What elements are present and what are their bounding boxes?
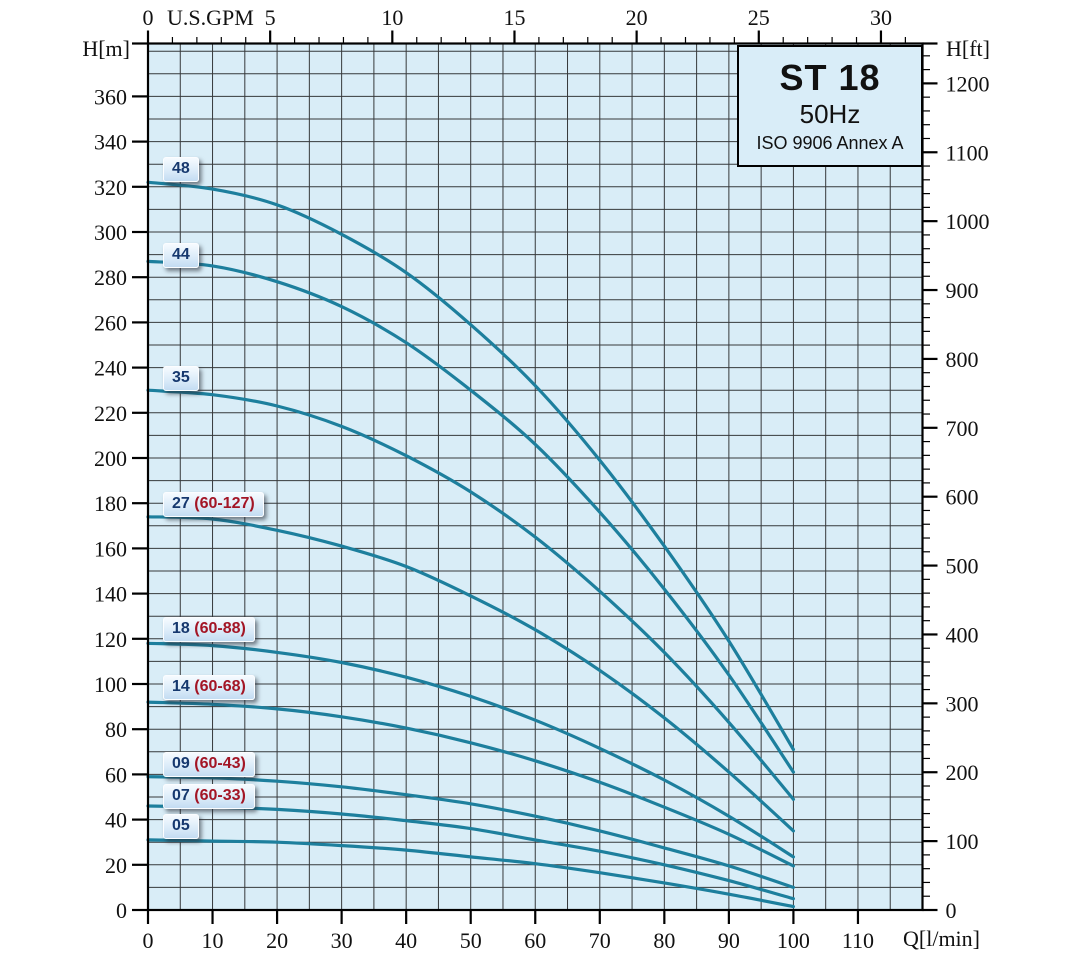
left-tick-label: 0 xyxy=(116,898,127,923)
right-tick-label: 600 xyxy=(946,485,979,510)
right-tick-label: 100 xyxy=(946,829,979,854)
curve-label-27: 27 (60-127) xyxy=(163,492,264,517)
grid xyxy=(148,43,923,910)
right-axis-unit-label: H[ft] xyxy=(946,36,990,61)
left-tick-label: 160 xyxy=(94,536,127,561)
left-axis-unit-label: H[m] xyxy=(82,36,130,61)
left-tick-label: 80 xyxy=(105,717,127,742)
bottom-tick-label: 110 xyxy=(842,928,874,953)
curve-label-range: (60-33) xyxy=(189,787,246,804)
curve-label-44: 44 xyxy=(163,243,199,268)
curve-label-07: 07 (60-33) xyxy=(163,784,255,809)
curve-label-stages: 27 xyxy=(172,495,190,512)
bottom-tick-label: 20 xyxy=(266,928,288,953)
pump-curve-14 xyxy=(146,700,795,868)
curve-label-stages: 07 xyxy=(172,787,190,804)
bottom-tick-label: 100 xyxy=(777,928,810,953)
left-tick-label: 220 xyxy=(94,401,127,426)
pump-curve-48 xyxy=(146,180,795,752)
right-tick-label: 0 xyxy=(946,898,957,923)
curve-label-range: (60-68) xyxy=(189,678,246,695)
pump-curve-35 xyxy=(146,388,795,801)
top-tick-label: 15 xyxy=(503,5,525,30)
curve-label-stages: 48 xyxy=(172,160,190,177)
right-tick-label: 700 xyxy=(946,416,979,441)
curve-label-14: 14 (60-68) xyxy=(163,675,255,700)
top-tick-label: 5 xyxy=(265,5,276,30)
left-tick-label: 260 xyxy=(94,310,127,335)
right-tick-label: 1000 xyxy=(946,209,990,234)
left-tick-label: 300 xyxy=(94,220,127,245)
left-tick-label: 140 xyxy=(94,582,127,607)
left-tick-label: 200 xyxy=(94,446,127,471)
bottom-tick-label: 30 xyxy=(331,928,353,953)
axis-ticks xyxy=(132,30,938,924)
curve-label-18: 18 (60-88) xyxy=(163,617,255,642)
bottom-tick-label: 0 xyxy=(143,928,154,953)
bottom-axis-unit-label: Q[l/min] xyxy=(903,926,980,951)
pump-standard: ISO 9906 Annex A xyxy=(756,133,904,153)
right-tick-label: 200 xyxy=(946,760,979,785)
pump-curve-27 xyxy=(146,515,795,833)
top-tick-label: 0 xyxy=(143,5,154,30)
left-tick-label: 20 xyxy=(105,853,127,878)
curve-label-09: 09 (60-43) xyxy=(163,752,255,777)
pump-curve-44 xyxy=(146,259,795,774)
top-tick-label: 25 xyxy=(748,5,770,30)
bottom-tick-label: 60 xyxy=(524,928,546,953)
curve-label-48: 48 xyxy=(163,157,199,182)
left-tick-label: 340 xyxy=(94,130,127,155)
top-axis-unit-label: U.S.GPM xyxy=(167,5,254,30)
pump-model: ST 18 xyxy=(779,57,881,98)
top-tick-label: 20 xyxy=(626,5,648,30)
curve-label-range: (60-88) xyxy=(189,620,246,637)
right-tick-label: 900 xyxy=(946,278,979,303)
pump-curve-09 xyxy=(146,775,795,889)
bottom-tick-label: 80 xyxy=(653,928,675,953)
top-tick-label: 30 xyxy=(870,5,892,30)
left-tick-label: 180 xyxy=(94,491,127,516)
bottom-tick-label: 90 xyxy=(718,928,740,953)
curve-label-stages: 05 xyxy=(172,817,190,834)
left-tick-label: 320 xyxy=(94,175,127,200)
right-tick-label: 300 xyxy=(946,691,979,716)
title-box: ST 18 50Hz ISO 9906 Annex A xyxy=(737,45,923,167)
curve-label-stages: 44 xyxy=(172,246,190,263)
left-tick-label: 120 xyxy=(94,627,127,652)
bottom-tick-label: 50 xyxy=(460,928,482,953)
bottom-tick-label: 70 xyxy=(589,928,611,953)
right-tick-label: 1200 xyxy=(946,71,990,96)
curve-label-stages: 09 xyxy=(172,755,190,772)
right-tick-label: 400 xyxy=(946,622,979,647)
left-tick-label: 360 xyxy=(94,84,127,109)
curve-label-35: 35 xyxy=(163,366,199,391)
curve-label-range: (60-127) xyxy=(189,495,255,512)
right-tick-label: 500 xyxy=(946,554,979,579)
left-tick-label: 40 xyxy=(105,808,127,833)
curve-label-05: 05 xyxy=(163,814,199,839)
curve-label-stages: 35 xyxy=(172,369,190,386)
bottom-tick-label: 40 xyxy=(395,928,417,953)
curve-label-range: (60-43) xyxy=(189,755,246,772)
right-tick-label: 1100 xyxy=(946,140,989,165)
right-tick-label: 800 xyxy=(946,347,979,372)
pump-frequency: 50Hz xyxy=(799,99,861,129)
left-tick-label: 240 xyxy=(94,356,127,381)
left-tick-label: 60 xyxy=(105,762,127,787)
curve-label-stages: 14 xyxy=(172,678,190,695)
pump-curve-05 xyxy=(146,838,795,909)
pump-curve-07 xyxy=(146,804,795,901)
top-tick-label: 10 xyxy=(381,5,403,30)
pump-curves xyxy=(146,180,795,909)
curve-label-stages: 18 xyxy=(172,620,190,637)
bottom-tick-label: 10 xyxy=(202,928,224,953)
pump-curve-18 xyxy=(146,641,795,859)
left-tick-label: 100 xyxy=(94,672,127,697)
left-tick-label: 280 xyxy=(94,265,127,290)
